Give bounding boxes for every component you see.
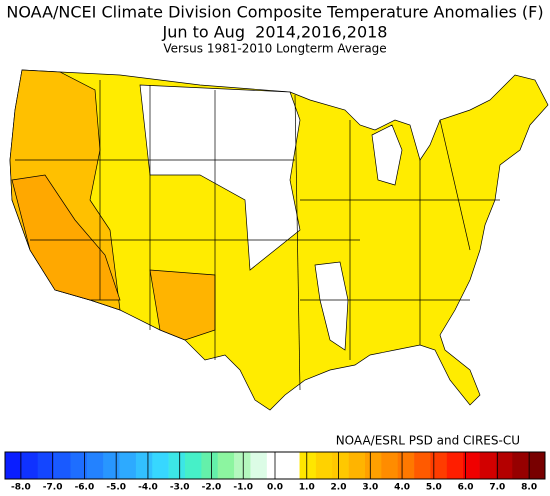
colorbar-cell <box>201 452 219 479</box>
title: NOAA/NCEI Climate Division Composite Tem… <box>6 3 543 22</box>
colorbar-tick-label: 8.0 <box>521 483 537 493</box>
colorbar-cell <box>512 452 529 479</box>
nm-warm-region <box>149 269 216 341</box>
colorbar-tick-label: 0.0 <box>267 483 283 493</box>
colorbar-cell <box>168 452 186 479</box>
colorbar-cell <box>37 452 55 479</box>
colorbar-tick-label: 6.0 <box>458 483 474 493</box>
colorbar-cell <box>397 452 415 479</box>
colorbar-cell <box>152 452 169 479</box>
colorbar-tick-label: 3.0 <box>362 483 378 493</box>
colorbar-cell <box>381 452 399 479</box>
colorbar-tick-label: -2.0 <box>202 483 222 493</box>
colorbar-tick-label: -1.0 <box>233 483 253 493</box>
colorbar-cell <box>495 452 513 479</box>
colorbar-cell <box>217 452 235 479</box>
subtitle: Jun to Aug 2014,2016,2018 <box>162 23 388 42</box>
colorbar-tick-label: -3.0 <box>170 483 190 493</box>
colorbar-cell <box>365 452 382 479</box>
michigan-neutral-region <box>371 124 403 186</box>
colorbar-cell <box>21 452 39 479</box>
colorbar-cell <box>70 452 88 479</box>
colorbar-cell <box>135 452 153 479</box>
colorbar-tick-label: -4.0 <box>138 483 158 493</box>
colorbar-cell <box>5 452 22 479</box>
division-lines <box>15 80 500 391</box>
us-map <box>9 69 549 411</box>
colorbar-cell <box>86 452 104 479</box>
colorbar-cell <box>414 452 431 479</box>
colorbar-tick-label: 7.0 <box>489 483 505 493</box>
colorbar-tick-label: 5.0 <box>426 483 442 493</box>
southwest-warm-region <box>11 174 121 301</box>
colorbar-cell <box>430 452 448 479</box>
note: Versus 1981-2010 Longterm Average <box>163 42 386 56</box>
colorbar-cell <box>250 452 268 479</box>
colorbar-tick-label: 1.0 <box>299 483 315 493</box>
colorbar-cell <box>315 452 333 479</box>
colorbar-cell <box>299 452 317 479</box>
credit: NOAA/ESRL PSD and CIRES-CU <box>336 434 520 448</box>
colorbar-tick-label: 4.0 <box>394 483 410 493</box>
colorbar-tick-label: -5.0 <box>106 483 126 493</box>
colorbar-cell <box>332 452 349 479</box>
colorbar-cell <box>185 452 202 479</box>
colorbar-cell <box>234 452 251 479</box>
colorbar-tick-label: 2.0 <box>331 483 347 493</box>
colorbar-cell <box>528 452 546 479</box>
colorbar-cell <box>348 452 366 479</box>
colorbar: -8.0 -7.0 -6.0 -5.0 -4.0 -3.0 -2.0 -1.0 0.0 1.0 2.… <box>4 451 546 493</box>
colorbar-cell <box>54 452 71 479</box>
colorbar-tick-label: -8.0 <box>11 483 31 493</box>
colorbar-cell <box>103 452 120 479</box>
colorbar-cell <box>463 452 480 479</box>
colorbar-cell <box>479 452 497 479</box>
colorbar-tick-label: -7.0 <box>43 483 63 493</box>
colorbar-tick-label: -6.0 <box>75 483 95 493</box>
colorbar-cell <box>119 452 137 479</box>
colorbar-cell <box>283 452 300 479</box>
colorbar-cell <box>446 452 464 479</box>
